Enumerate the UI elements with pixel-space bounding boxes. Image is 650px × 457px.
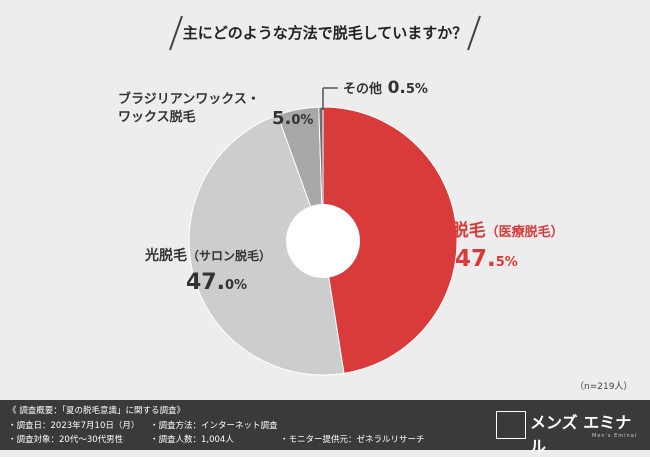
light-slice: [188, 114, 345, 376]
laser-label: レーザー脱毛（医療脱毛）: [384, 221, 564, 241]
survey-monitor: ・モニター提供元：ゼネラルリサーチ: [280, 435, 425, 445]
survey-target: ・調査対象：20代〜30代男性: [8, 435, 124, 445]
other-label: その他 0.5%: [343, 78, 428, 98]
donut-hole: [286, 204, 360, 278]
sample-size: （n=219人）: [575, 382, 633, 392]
brand-sub: Men's Eminal: [592, 433, 638, 439]
brand-logo-icon: [496, 411, 526, 439]
brand-logo: メンズ エミナル Men's Eminal: [496, 408, 646, 456]
other-value: 0.5%: [387, 78, 428, 98]
survey-overview: 《 調査概要：「夏の脱毛意識」に関する調査》: [8, 406, 185, 416]
wax-label: ブラジリアンワックス・ ワックス脱毛: [118, 92, 260, 125]
chart-title: 主にどのような方法で脱毛していますか？: [182, 23, 468, 42]
footer: 《 調査概要：「夏の脱毛意識」に関する調査》 ・調査日：2023年7月10日（月…: [0, 400, 650, 456]
laser-value: 47.5%: [455, 246, 518, 272]
wax-value: 5.0%: [272, 108, 314, 129]
laser-slice: [322, 106, 458, 374]
survey-method: ・調査方法：インターネット調査: [150, 421, 278, 431]
light-label: 光脱毛（サロン脱毛）: [145, 248, 272, 264]
survey-count: ・調査人数：1,004人: [150, 435, 234, 445]
survey-date: ・調査日：2023年7月10日（月）: [8, 421, 140, 431]
title-frame: [169, 15, 481, 51]
light-value: 47.0%: [186, 270, 248, 295]
